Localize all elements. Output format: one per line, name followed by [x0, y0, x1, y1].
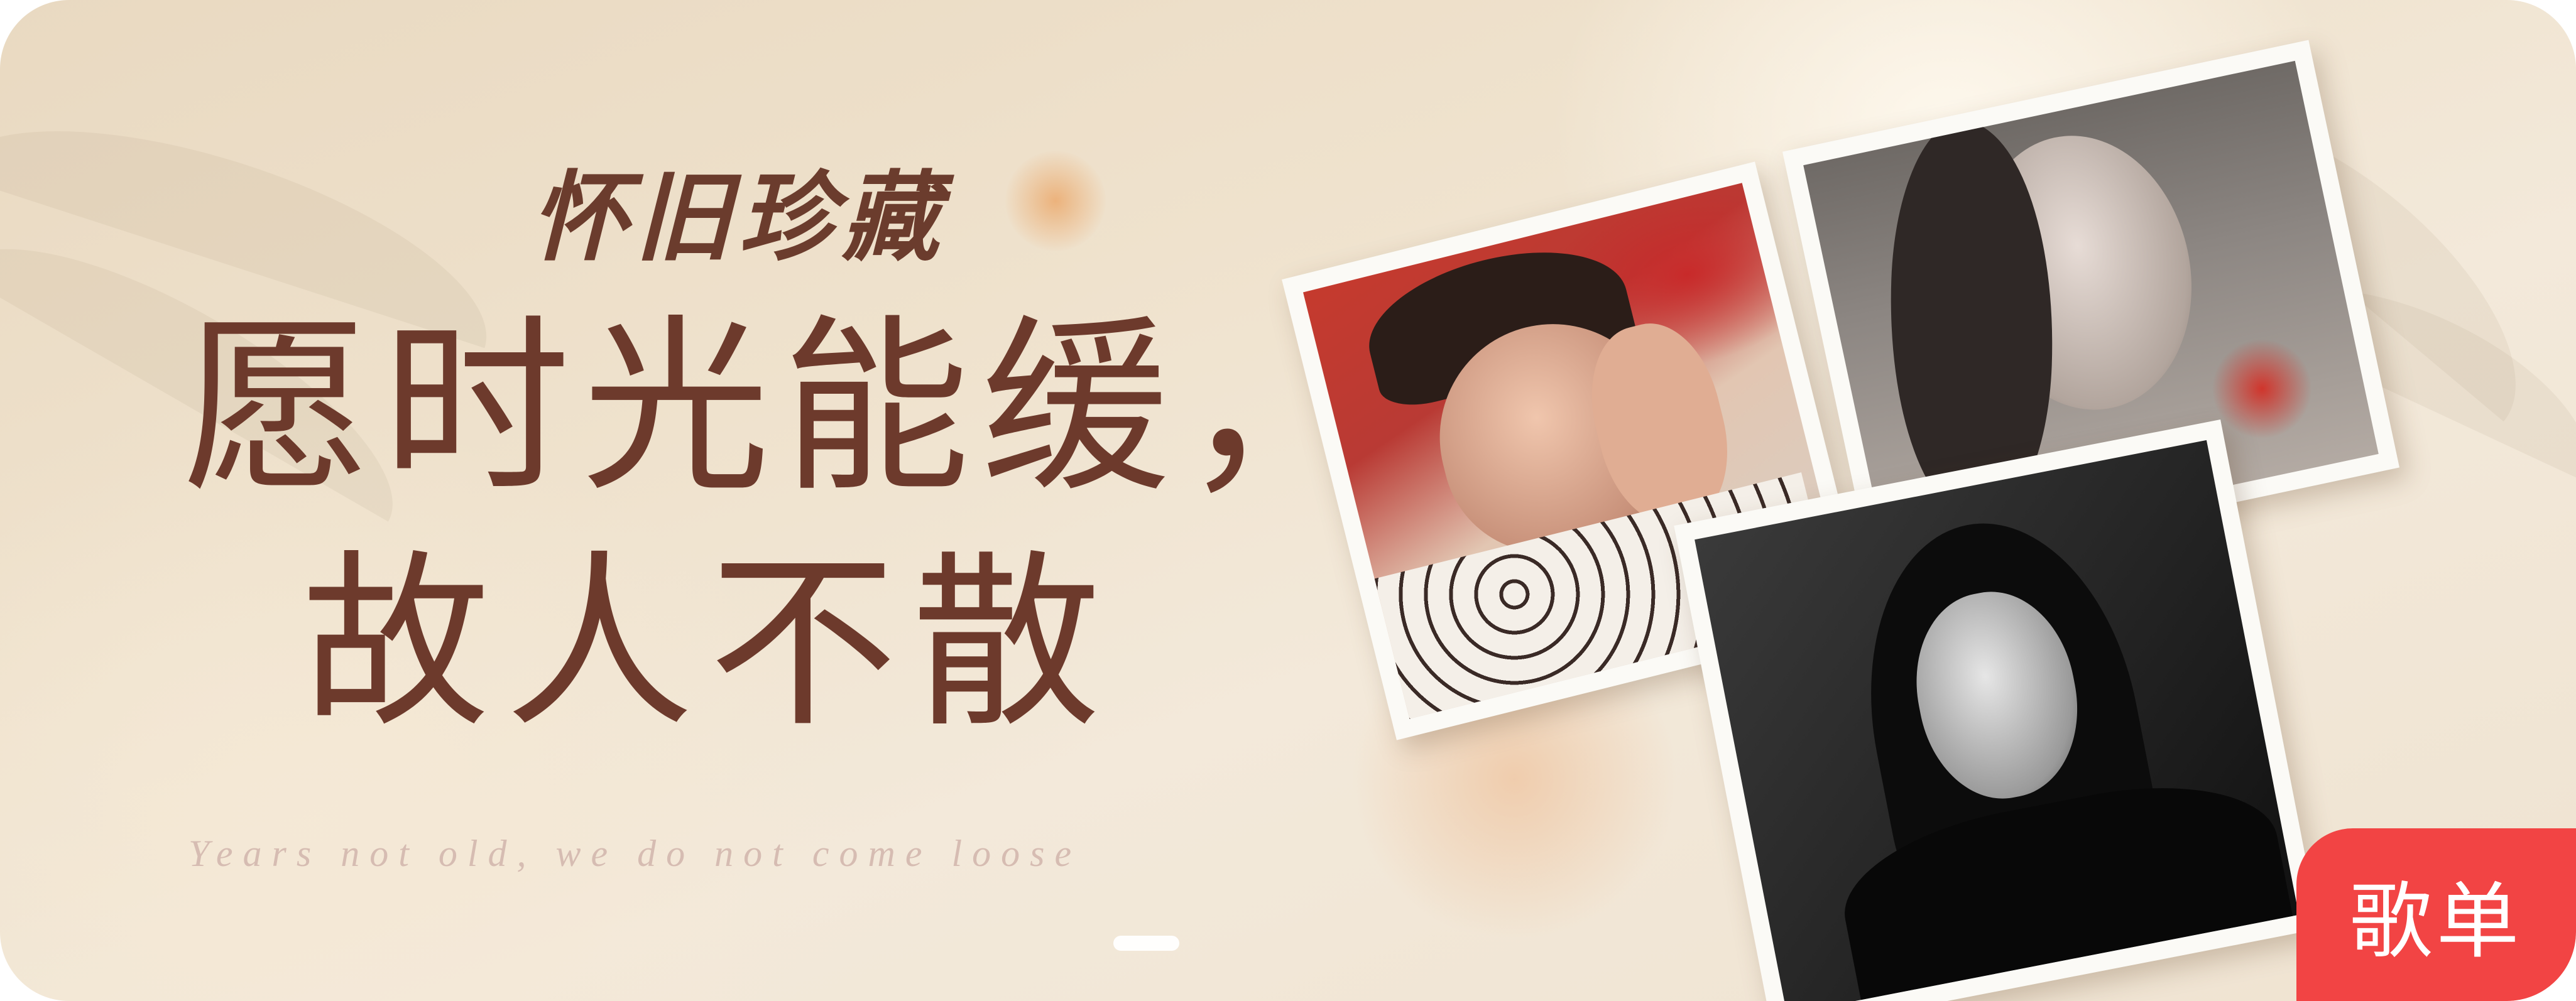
banner-subtitle: Years not old, we do not come loose — [188, 833, 1082, 874]
playlist-badge-label: 歌单 — [2349, 874, 2523, 970]
album-photo-3 — [1674, 419, 2320, 1001]
banner-headline-line1: 愿时光能缓， — [182, 298, 1381, 517]
album-photo-image — [1695, 440, 2299, 1001]
sun-glow — [1005, 151, 1106, 251]
banner-kicker: 怀旧珍藏 — [531, 160, 946, 274]
carousel-indicator[interactable] — [1113, 936, 1179, 951]
banner-headline-line2: 故人不散 — [302, 534, 1116, 753]
playlist-badge[interactable]: 歌单 — [2296, 828, 2576, 1001]
